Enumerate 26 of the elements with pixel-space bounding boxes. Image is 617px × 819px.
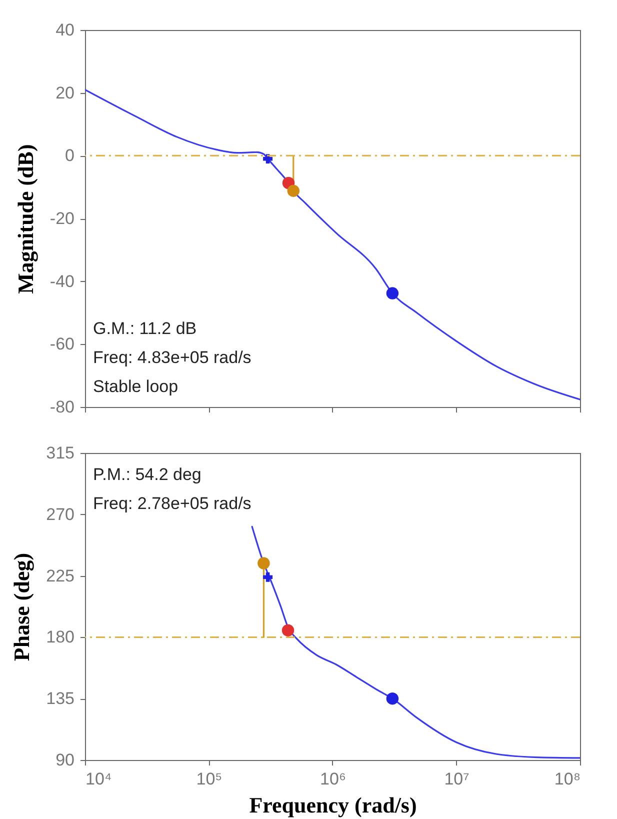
y-tick-label: -40 bbox=[50, 272, 74, 291]
y-tick-label: 135 bbox=[46, 689, 74, 708]
x-tick-label: 10⁴ bbox=[86, 770, 112, 788]
y-tick-label: 0 bbox=[65, 146, 74, 166]
x-tick-label: 10⁶ bbox=[320, 770, 346, 788]
annotation: P.M.: 54.2 deg bbox=[93, 465, 202, 484]
y-tick-label: 270 bbox=[46, 504, 74, 524]
x-axis-title: Frequency (rad/s) bbox=[249, 792, 417, 818]
y-tick-label: 40 bbox=[56, 20, 74, 40]
y-tick-label: 90 bbox=[56, 750, 74, 770]
y-tick-label: -80 bbox=[50, 398, 74, 416]
y-tick-label: 225 bbox=[46, 566, 74, 586]
y-tick-label: 20 bbox=[56, 83, 74, 102]
annotation: G.M.: 11.2 dB bbox=[93, 319, 197, 338]
annotation: Stable loop bbox=[93, 377, 178, 396]
y-axis-title: Magnitude (dB) bbox=[12, 144, 38, 294]
annotation: Freq: 2.78e+05 rad/s bbox=[93, 494, 252, 513]
y-tick-label: 315 bbox=[46, 444, 74, 462]
annotation: Freq: 4.83e+05 rad/s bbox=[93, 348, 252, 367]
x-tick-label: 10⁸ bbox=[554, 770, 580, 788]
x-tick-label: 10⁵ bbox=[196, 770, 222, 788]
y-tick-label: -20 bbox=[50, 209, 74, 228]
y-axis-title: Phase (deg) bbox=[9, 552, 34, 662]
y-tick-label: -60 bbox=[50, 334, 74, 354]
y-tick-label: 180 bbox=[46, 628, 74, 647]
x-tick-label: 10⁷ bbox=[444, 770, 470, 788]
